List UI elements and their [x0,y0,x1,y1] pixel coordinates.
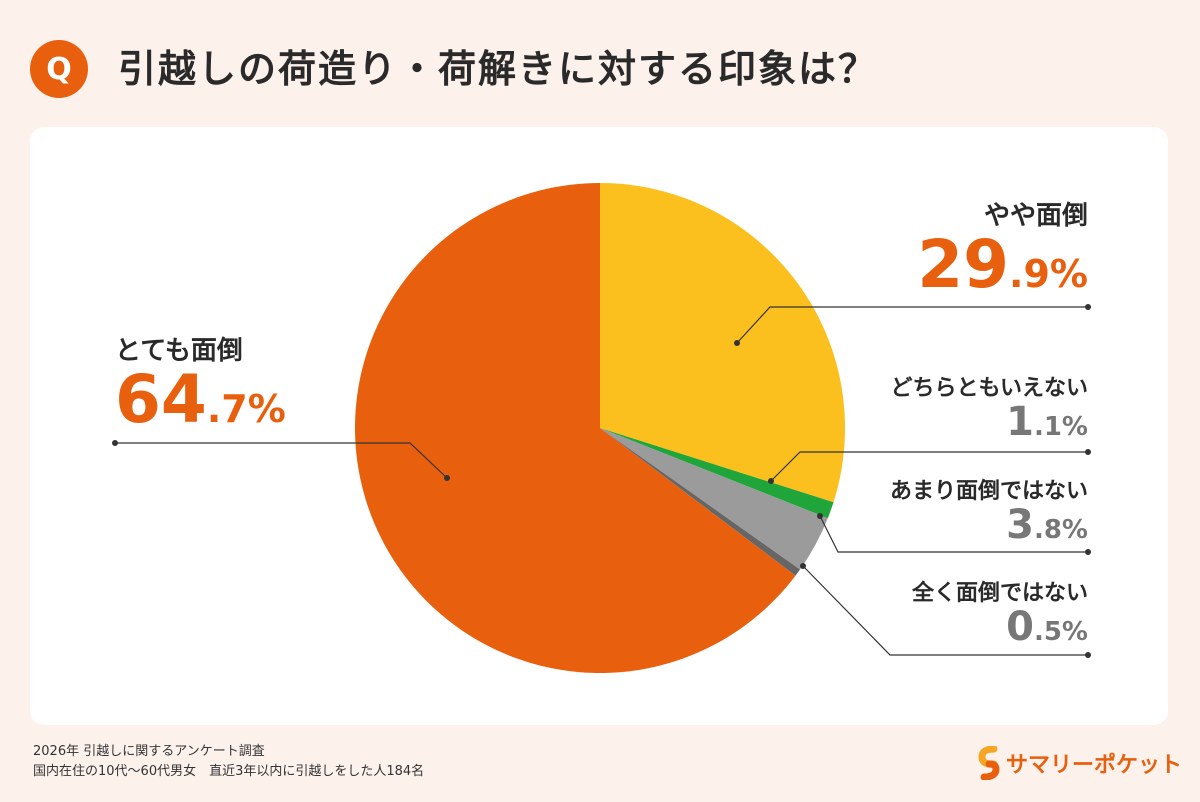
percent-integer: 29 [917,226,1010,303]
leader-line [736,306,1088,344]
percent-decimal: .9% [1009,252,1088,296]
slice-percent: 1.1% [890,402,1088,442]
label-slice-3: 全く面倒ではない 0.5% [912,575,1088,647]
label-slice-0: やや面倒 29.9% [917,195,1088,298]
leader-dot [768,478,774,484]
leader-dot [800,563,806,569]
pie-slice-0 [600,183,845,503]
slice-percent: 64.7% [115,367,286,433]
leader-line [802,565,1088,656]
q-badge: Q [30,40,88,98]
leader-dot [1085,449,1091,455]
leader-dot [1085,652,1091,658]
slice-percent: 29.9% [917,232,1088,298]
leader-line [819,515,1088,553]
percent-integer: 0 [1006,604,1034,650]
brand-logo: サマリーポケット [978,746,1182,780]
slice-label: どちらともいえない [890,376,1088,401]
pie-slice-2 [600,428,828,570]
slice-label: 全く面倒ではない [911,581,1088,606]
slice-percent: 0.5% [912,607,1088,647]
slice-percent: 3.8% [890,505,1088,545]
logo-text: サマリーポケット [1006,753,1183,778]
pie-slice-3 [600,428,801,576]
logo-icon [978,746,1000,780]
page-title: 引越しの荷造り・荷解きに対する印象は？ [118,47,879,91]
leader-dot [444,475,450,481]
leader-dot [1085,549,1091,555]
leader-dot [817,513,823,519]
leader-line [770,451,1088,482]
label-slice-4: とても面倒 64.7% [115,330,286,433]
leader-dot [112,440,118,446]
leader-line [115,442,448,479]
survey-title: 2026年 引越しに関するアンケート調査 [33,744,265,759]
percent-decimal: .7% [206,387,286,431]
percent-decimal: .8% [1033,515,1088,545]
pie-slice-1 [600,428,834,519]
percent-integer: 1 [1006,399,1034,445]
survey-sample: 国内在住の10代〜60代男女 直近3年以内に引越しをした人184名 [33,764,425,779]
pie-slice-4 [354,183,796,673]
label-slice-2: あまり面倒ではない 3.8% [890,473,1088,545]
percent-decimal: .5% [1033,617,1088,647]
leader-dot [734,340,740,346]
slice-label: とても面倒 [115,336,243,366]
label-slice-1: どちらともいえない 1.1% [890,370,1088,442]
percent-decimal: .1% [1033,412,1088,442]
leader-dot [1085,304,1091,310]
percent-integer: 64 [115,361,207,438]
slice-label: やや面倒 [983,201,1088,231]
footer-note: 2026年 引越しに関するアンケート調査 国内在住の10代〜60代男女 直近3年… [33,742,424,782]
slice-label: あまり面倒ではない [889,479,1088,504]
percent-integer: 3 [1006,502,1034,548]
